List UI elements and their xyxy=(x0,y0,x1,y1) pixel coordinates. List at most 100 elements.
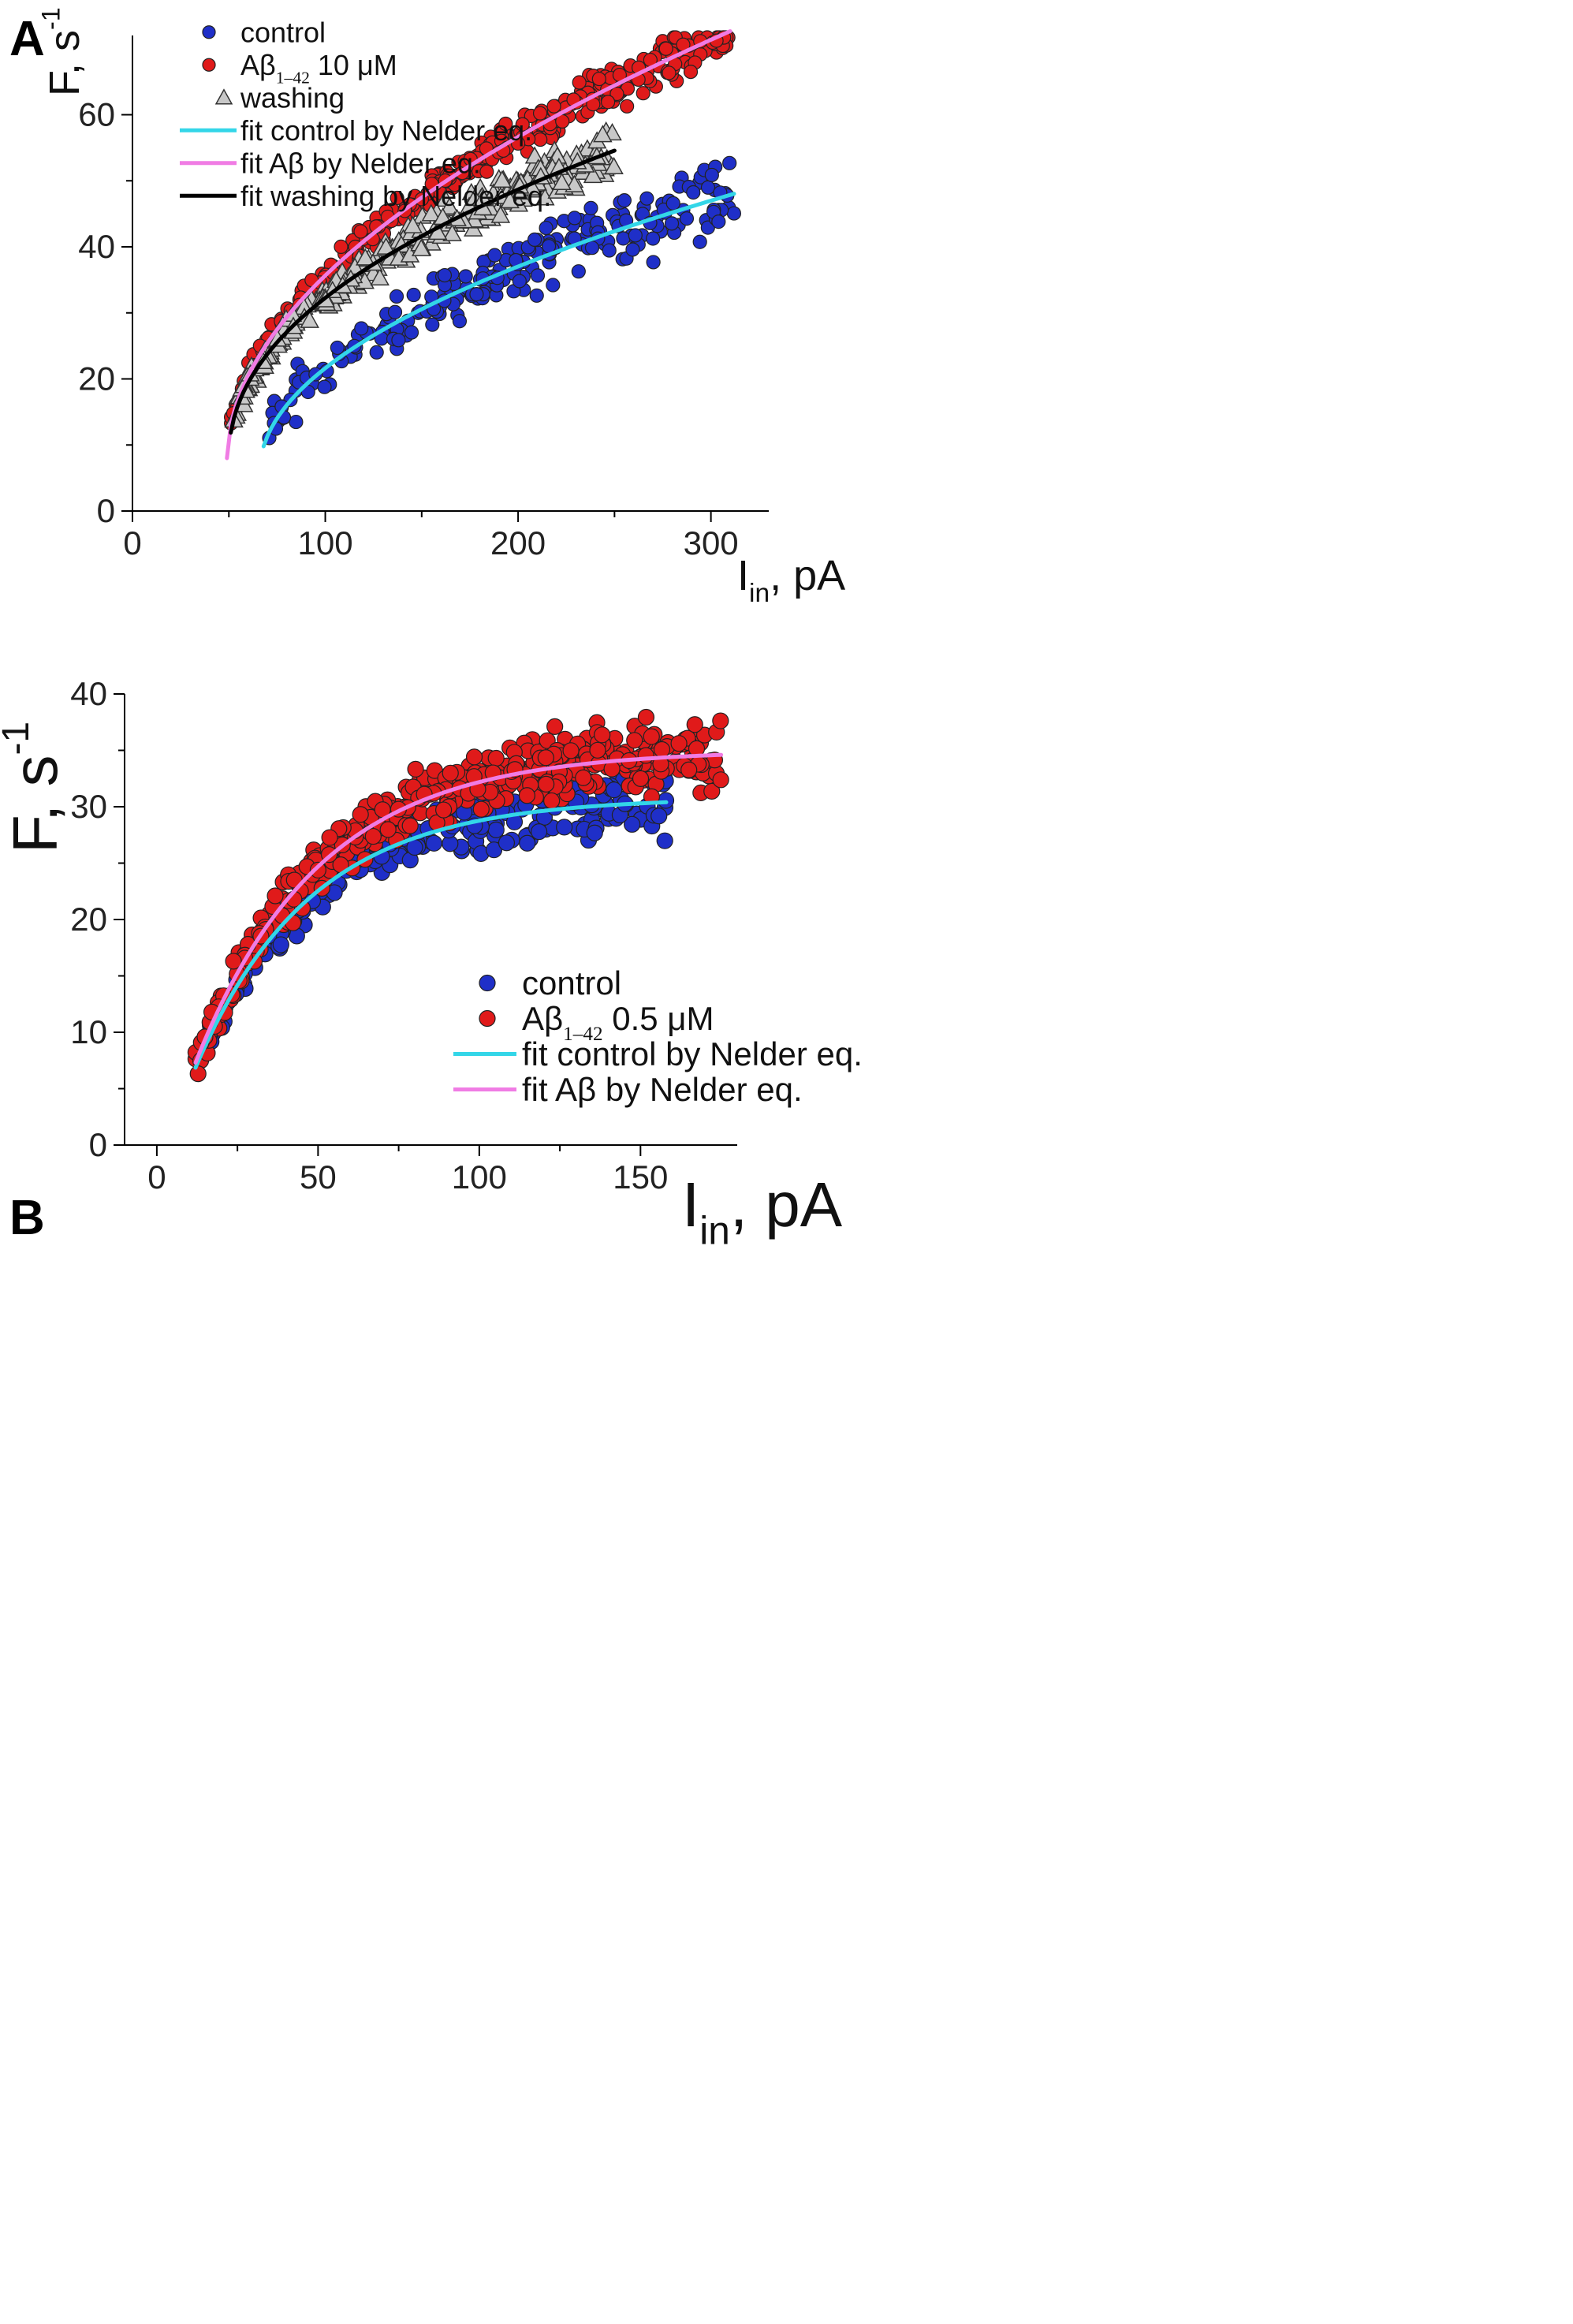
control-point xyxy=(519,834,536,852)
chart-b: 0 50 100 150 0 10 20 30 40F, s-1 Iin, pA controlAβ… xyxy=(0,675,863,1252)
abeta-point xyxy=(626,732,643,749)
x-tick-label: 100 xyxy=(452,1158,507,1196)
control-point xyxy=(498,834,516,852)
washing-point xyxy=(411,238,431,256)
abeta-point xyxy=(472,800,490,818)
control-point xyxy=(602,243,617,258)
abeta-point xyxy=(515,117,530,132)
y-tick-label: 0 xyxy=(97,492,115,529)
abeta-point xyxy=(487,749,505,767)
control-point xyxy=(404,325,419,340)
x-tick-label: 150 xyxy=(613,1158,668,1196)
fit-line xyxy=(193,800,669,1070)
abeta-point xyxy=(620,99,635,114)
x-tick-label: 50 xyxy=(300,1158,337,1196)
x-tick-label: 0 xyxy=(147,1158,166,1196)
control-point xyxy=(556,819,573,836)
abeta-point xyxy=(653,740,671,759)
abeta-point xyxy=(712,771,729,789)
abeta-point xyxy=(479,164,494,179)
y-tick-label: 40 xyxy=(70,675,107,712)
control-point xyxy=(469,287,484,302)
control-point xyxy=(646,231,661,246)
control-point xyxy=(485,841,503,859)
control-point xyxy=(583,200,598,215)
control-point xyxy=(722,155,737,170)
control-point xyxy=(531,823,548,841)
y-tick-label: 60 xyxy=(78,96,115,133)
x-tick-label: 200 xyxy=(490,524,546,561)
abeta-point xyxy=(407,760,424,778)
control-point xyxy=(330,340,345,356)
control-point xyxy=(639,191,654,206)
control-point xyxy=(387,304,403,319)
abeta-point xyxy=(686,716,703,733)
control-point xyxy=(389,289,404,304)
y-tick-label: 0 xyxy=(89,1126,107,1163)
y-axis-title: F, s-1 xyxy=(37,7,88,96)
control-point xyxy=(628,228,643,243)
control-point xyxy=(711,214,726,229)
legend-marker xyxy=(202,25,216,39)
abeta-point xyxy=(532,106,548,121)
fit-line xyxy=(193,752,724,1065)
legend-marker-washing xyxy=(214,88,233,105)
control-point xyxy=(616,231,631,246)
control-point xyxy=(425,834,443,852)
control-point xyxy=(624,815,641,833)
washing-point xyxy=(403,215,423,233)
control-point xyxy=(512,274,527,289)
control-point xyxy=(527,232,542,248)
abeta-point xyxy=(575,769,592,786)
control-point xyxy=(571,264,586,279)
x-tick-label: 100 xyxy=(298,524,353,561)
y-tick-label: 30 xyxy=(70,788,107,825)
abeta-point xyxy=(712,712,729,729)
x-axis-title: Iin, pA xyxy=(737,552,845,608)
abeta-point xyxy=(267,887,284,905)
washing-point xyxy=(442,223,462,241)
abeta-point xyxy=(321,829,338,846)
control-point xyxy=(692,234,707,249)
chart-a: 0 100 200 300 0 20 40 60F, s-1 Iin, pA controlAβ1… xyxy=(37,7,845,608)
panel-label-a: A xyxy=(9,12,45,66)
abeta-point xyxy=(309,861,326,878)
control-point xyxy=(726,206,742,221)
control-point xyxy=(391,333,406,348)
washing-point xyxy=(593,125,613,143)
abeta-point xyxy=(662,65,677,80)
fit-line xyxy=(261,192,736,449)
abeta-point xyxy=(537,749,554,767)
washing-point xyxy=(604,156,624,175)
abeta-point xyxy=(543,792,561,810)
abeta-point xyxy=(225,953,242,970)
y-tick-label: 40 xyxy=(78,228,115,265)
abeta-point xyxy=(670,735,688,752)
legend-label: fit control by Nelder eq. xyxy=(240,114,532,147)
legend-label: fit Aβ by Nelder eq. xyxy=(240,147,481,179)
abeta-point xyxy=(465,748,483,766)
abeta-point xyxy=(680,761,698,778)
abeta-point xyxy=(435,801,453,819)
control-point xyxy=(686,185,701,200)
control-point xyxy=(458,269,473,284)
abeta-point xyxy=(352,806,369,823)
y-tick-label: 20 xyxy=(70,901,107,938)
x-tick-label: 300 xyxy=(684,524,739,561)
legend-label: fit washing by Nelder eq. xyxy=(240,180,551,212)
legend-marker xyxy=(479,974,496,992)
control-point xyxy=(625,242,640,257)
washing-point xyxy=(376,237,396,255)
legend-label: Aβ1–42 10 μM xyxy=(240,49,397,88)
abeta-point xyxy=(683,64,699,80)
control-point xyxy=(437,267,453,283)
legend-label: control xyxy=(522,964,621,1002)
abeta-point xyxy=(353,224,368,239)
washing-point xyxy=(356,248,375,266)
y-tick-label: 20 xyxy=(78,360,115,397)
control-point xyxy=(617,193,632,208)
abeta-point xyxy=(442,764,459,782)
abeta-point xyxy=(609,86,624,102)
